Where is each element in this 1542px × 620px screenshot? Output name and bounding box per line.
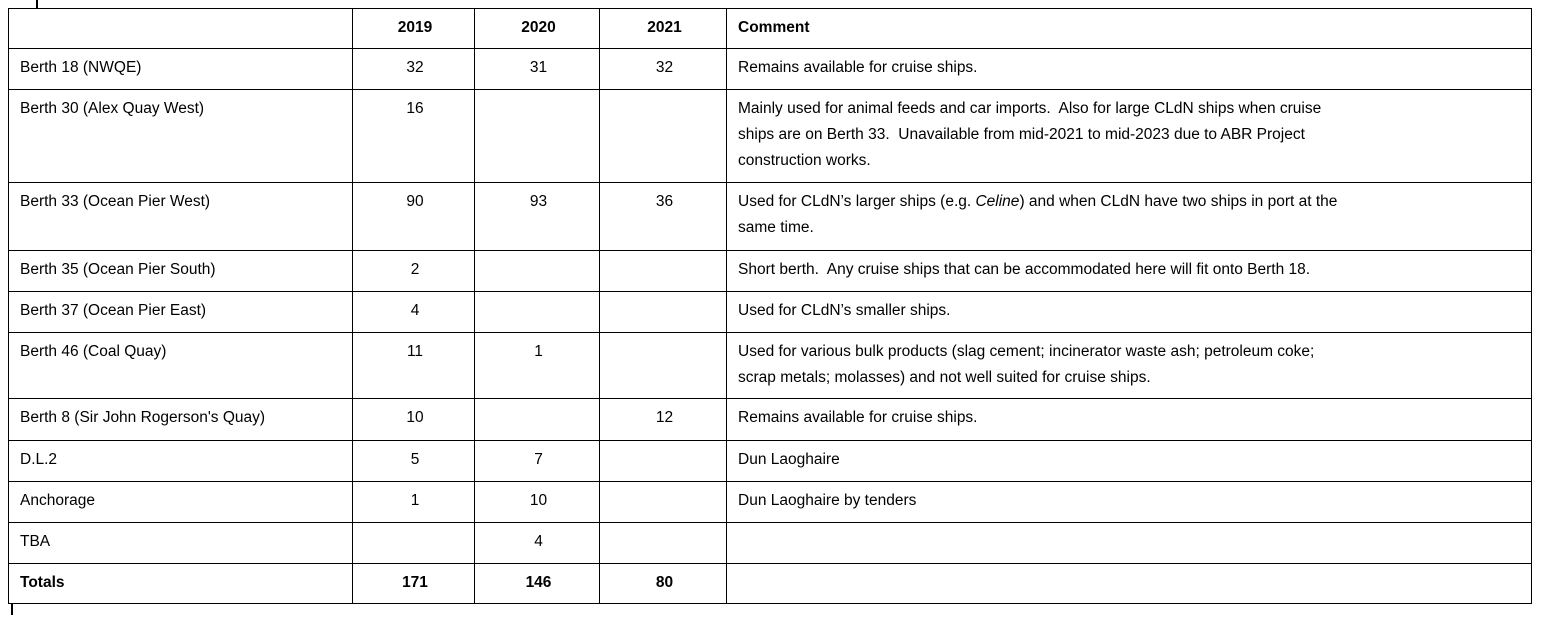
row-label-cell: Berth 18 (NWQE) <box>8 48 353 90</box>
value-2021-cell <box>599 250 727 292</box>
row-label-cell: Berth 46 (Coal Quay) <box>8 332 353 399</box>
table-row: Berth 37 (Ocean Pier East) 4 Used for CL… <box>8 291 1532 333</box>
value-2020-cell: 4 <box>474 522 600 564</box>
table-row: Berth 8 (Sir John Rogerson's Quay) 10 12… <box>8 398 1532 441</box>
value-2019-cell: 32 <box>352 48 475 90</box>
row-label-cell: Anchorage <box>8 481 353 523</box>
comment-cell: Mainly used for animal feeds and car imp… <box>726 89 1532 183</box>
value-2021-cell <box>599 481 727 523</box>
header-blank-cell <box>8 8 353 49</box>
value-2019-cell: 11 <box>352 332 475 399</box>
value-2021-cell <box>599 89 727 183</box>
value-2019-cell: 10 <box>352 398 475 441</box>
header-2021: 2021 <box>599 8 727 49</box>
cropped-row-border-stub-top <box>36 0 38 8</box>
value-2019-cell: 90 <box>352 182 475 251</box>
value-2021-cell: 80 <box>599 563 727 604</box>
value-2019-cell: 5 <box>352 440 475 482</box>
cruise-ship-berth-table: 2019 2020 2021 Comment Berth 18 (NWQE) 3… <box>8 8 1532 604</box>
value-2021-cell <box>599 291 727 333</box>
table-header-row: 2019 2020 2021 Comment <box>8 8 1532 49</box>
row-label-cell: TBA <box>8 522 353 564</box>
value-2019-cell: 4 <box>352 291 475 333</box>
row-label-cell: Berth 37 (Ocean Pier East) <box>8 291 353 333</box>
value-2020-cell: 7 <box>474 440 600 482</box>
table-row: Berth 46 (Coal Quay) 11 1 Used for vario… <box>8 332 1532 399</box>
table-row: Berth 33 (Ocean Pier West) 90 93 36 Used… <box>8 182 1532 251</box>
comment-cell: Remains available for cruise ships. <box>726 48 1532 90</box>
comment-cell: Short berth. Any cruise ships that can b… <box>726 250 1532 292</box>
value-2020-cell <box>474 89 600 183</box>
comment-cell: Used for various bulk products (slag cem… <box>726 332 1532 399</box>
cropped-row-border-stub-bottom <box>11 604 13 615</box>
value-2019-cell: 171 <box>352 563 475 604</box>
value-2021-cell <box>599 522 727 564</box>
table-row: Anchorage 1 10 Dun Laoghaire by tenders <box>8 481 1532 523</box>
table-row: Berth 18 (NWQE) 32 31 32 Remains availab… <box>8 48 1532 90</box>
row-label-cell: Berth 33 (Ocean Pier West) <box>8 182 353 251</box>
table-row: Berth 35 (Ocean Pier South) 2 Short bert… <box>8 250 1532 292</box>
header-comment: Comment <box>726 8 1532 49</box>
row-label-cell: D.L.2 <box>8 440 353 482</box>
value-2020-cell: 31 <box>474 48 600 90</box>
table-row: TBA 4 <box>8 522 1532 564</box>
comment-cell: Dun Laoghaire by tenders <box>726 481 1532 523</box>
table-row: Berth 30 (Alex Quay West) 16 Mainly used… <box>8 89 1532 183</box>
ship-name-italic: Celine <box>975 193 1020 210</box>
row-label-cell: Berth 8 (Sir John Rogerson's Quay) <box>8 398 353 441</box>
value-2020-cell: 10 <box>474 481 600 523</box>
comment-cell: Dun Laoghaire <box>726 440 1532 482</box>
totals-row: Totals 171 146 80 <box>8 563 1532 604</box>
row-label-cell: Berth 35 (Ocean Pier South) <box>8 250 353 292</box>
comment-cell: Used for CLdN’s smaller ships. <box>726 291 1532 333</box>
value-2021-cell: 36 <box>599 182 727 251</box>
table-row: D.L.2 5 7 Dun Laoghaire <box>8 440 1532 482</box>
value-2019-cell: 1 <box>352 481 475 523</box>
comment-text: ) and when CLdN have two ships in port a… <box>738 193 1338 236</box>
comment-cell <box>726 522 1532 564</box>
row-label-cell: Berth 30 (Alex Quay West) <box>8 89 353 183</box>
value-2020-cell <box>474 398 600 441</box>
value-2020-cell: 93 <box>474 182 600 251</box>
value-2019-cell <box>352 522 475 564</box>
comment-cell: Remains available for cruise ships. <box>726 398 1532 441</box>
comment-cell: Used for CLdN’s larger ships (e.g. Celin… <box>726 182 1532 251</box>
value-2019-cell: 16 <box>352 89 475 183</box>
comment-cell <box>726 563 1532 604</box>
value-2020-cell: 1 <box>474 332 600 399</box>
value-2020-cell <box>474 250 600 292</box>
value-2021-cell <box>599 332 727 399</box>
header-2019: 2019 <box>352 8 475 49</box>
row-label-cell: Totals <box>8 563 353 604</box>
value-2019-cell: 2 <box>352 250 475 292</box>
comment-text: Used for CLdN’s larger ships (e.g. <box>738 193 976 210</box>
value-2021-cell: 32 <box>599 48 727 90</box>
value-2020-cell <box>474 291 600 333</box>
header-2020: 2020 <box>474 8 600 49</box>
value-2020-cell: 146 <box>474 563 600 604</box>
value-2021-cell <box>599 440 727 482</box>
value-2021-cell: 12 <box>599 398 727 441</box>
